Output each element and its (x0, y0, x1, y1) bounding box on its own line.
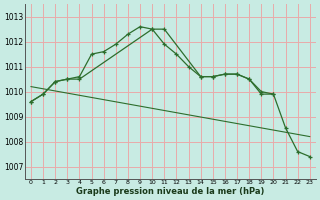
X-axis label: Graphe pression niveau de la mer (hPa): Graphe pression niveau de la mer (hPa) (76, 187, 265, 196)
